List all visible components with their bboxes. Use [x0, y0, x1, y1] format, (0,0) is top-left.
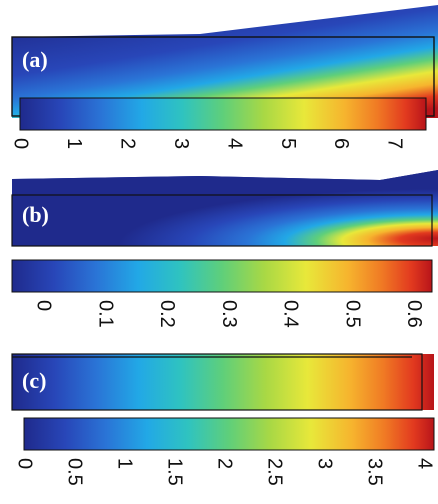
colorbar-tick-label: 3	[314, 458, 336, 469]
colorbar-ticks-c: 0 0.5 1 1.5 2 2.5 3 3.5 4	[14, 458, 436, 486]
colorbar-tick-label: 0.3	[218, 300, 240, 328]
colorbar-tick-label: 0	[10, 138, 32, 149]
panel-label-b: (b)	[22, 202, 49, 227]
colorbar-ticks-a: 0 1 2 3 4 5 6 7	[10, 138, 406, 149]
field-plot-c	[11, 353, 434, 411]
colorbar-tick-label: 0.1	[94, 300, 116, 328]
colorbar-tick-label: 0.6	[403, 300, 425, 328]
panel-label-a: (a)	[22, 47, 48, 72]
colorbar-tick-label: 5	[277, 138, 299, 149]
panel-c: (c) 0 0.5 1 1.5 2 2.5 3 3.5 4	[11, 353, 436, 486]
colorbar-tick-label: 1	[114, 458, 136, 469]
colorbar-tick-label: 3.5	[364, 458, 386, 486]
colorbar-tick-label: 7	[384, 138, 406, 149]
colorbar-tick-label: 1.5	[164, 458, 186, 486]
panel-label-c: (c)	[22, 368, 46, 393]
colorbar-tick-label: 0.2	[156, 300, 178, 328]
colorbar-a	[19, 97, 427, 131]
colorbar-tick-label: 1	[63, 138, 85, 149]
colorbar-tick-label: 0.4	[280, 300, 302, 328]
colorbar-tick-label: 2.5	[264, 458, 286, 486]
colorbar-ticks-b: 0 0.1 0.2 0.3 0.4 0.5 0.6	[33, 300, 426, 328]
field-plot-b	[11, 170, 438, 247]
colorbar-tick-label: 0	[14, 458, 36, 469]
colorbar-c	[23, 417, 435, 451]
colorbar-tick-label: 2	[117, 138, 139, 149]
panel-b: (b) 0 0.1 0.2 0.3 0.4 0.5 0.6	[11, 170, 438, 328]
colorbar-tick-label: 0.5	[341, 300, 363, 328]
colorbar-tick-label: 4	[223, 138, 245, 149]
colorbar-tick-label: 4	[414, 458, 436, 469]
panel-a: (a) 0 1 2 3 4 5 6 7	[10, 5, 438, 149]
colorbar-tick-label: 0	[33, 300, 55, 311]
colorbar-b	[11, 259, 433, 293]
colorbar-tick-label: 3	[170, 138, 192, 149]
colorbar-tick-label: 6	[330, 138, 352, 149]
colorbar-tick-label: 0.5	[64, 458, 86, 486]
colorbar-tick-label: 2	[214, 458, 236, 469]
